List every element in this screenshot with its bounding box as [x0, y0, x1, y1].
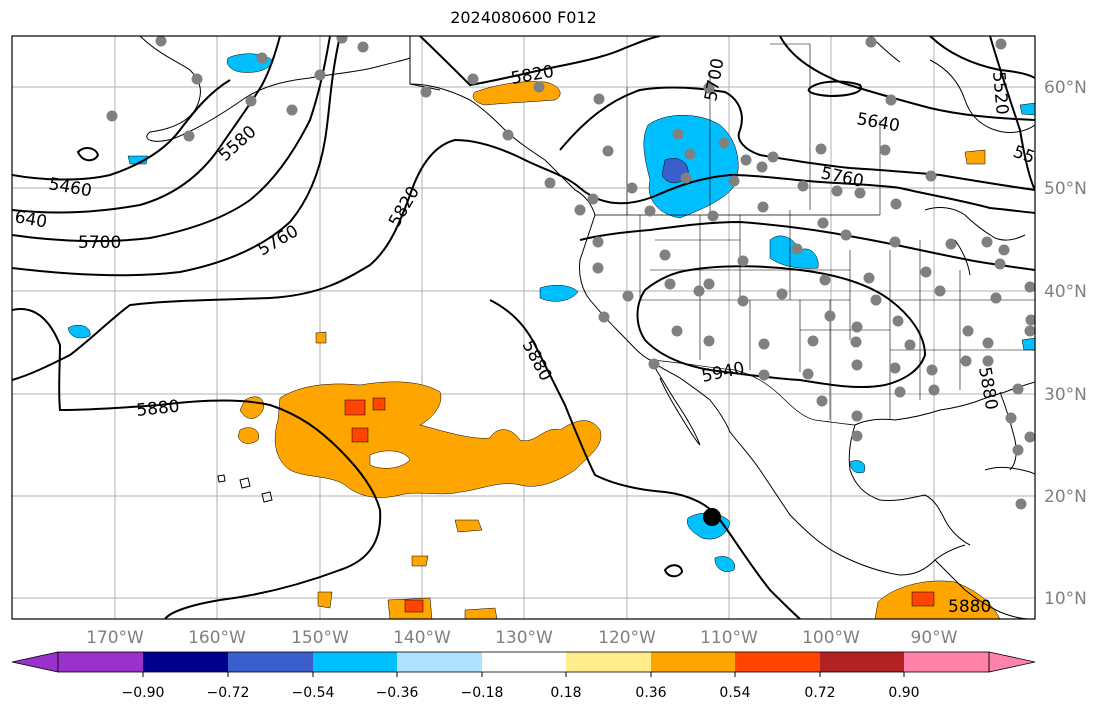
colorbar-segment — [397, 652, 482, 672]
orange-bit-3 — [315, 331, 327, 344]
storm-marker-icon — [703, 508, 721, 526]
colorbar-tick-label: 0.36 — [635, 685, 666, 701]
colorbar-segment — [904, 652, 989, 672]
colorbar-segment — [820, 652, 904, 672]
blue-bit-8 — [1019, 102, 1035, 116]
station-markers — [106, 36, 1035, 510]
lon-label: 90°W — [911, 628, 958, 648]
lon-label: 120°W — [598, 628, 656, 648]
colorbar-tick-label: −0.54 — [292, 685, 335, 701]
colorbar-segment — [228, 652, 313, 672]
orange-bit-8 — [411, 555, 429, 567]
map-panel: 5460 640 5580 5700 5760 5820 5820 5700 5… — [12, 36, 1035, 619]
colorbar-tick-label: 0.18 — [550, 685, 581, 701]
colorbar-tick-label: −0.18 — [461, 685, 504, 701]
orange-blob-south — [874, 580, 1001, 619]
red-patch-5 — [911, 591, 935, 607]
colorbar-segment — [58, 652, 143, 672]
colorbar-extend-low — [11, 651, 59, 673]
lon-label: 160°W — [188, 628, 246, 648]
lon-label: 150°W — [291, 628, 349, 648]
colorbar-segment — [313, 652, 397, 672]
contour-label: 5520 — [988, 71, 1012, 116]
blue-bit-6 — [714, 556, 735, 572]
map-title: 2024080600 F012 — [450, 8, 597, 27]
orange-bit-6 — [464, 607, 498, 619]
colorbar-segment — [482, 652, 566, 672]
blue-bit-california — [539, 284, 579, 302]
orange-bit-4 — [454, 519, 483, 533]
lon-label: 130°W — [495, 628, 553, 648]
lat-label: 20°N — [1044, 487, 1087, 507]
white-hole — [369, 450, 411, 469]
lat-label: 50°N — [1044, 179, 1087, 199]
graticule — [12, 36, 1035, 619]
blue-blob-canada — [643, 115, 739, 219]
colorbar-segment — [143, 652, 228, 672]
lon-label: 140°W — [393, 628, 451, 648]
latitude-labels: 60°N 50°N 40°N 30°N 20°N 10°N — [1044, 78, 1087, 609]
blue-bit-4 — [67, 325, 91, 339]
lon-label: 100°W — [802, 628, 860, 648]
map-frame — [11, 35, 1036, 620]
longitude-labels: 170°W 160°W 150°W 140°W 130°W 120°W 110°… — [86, 628, 958, 648]
lon-label: 110°W — [700, 628, 758, 648]
blue-bit-2 — [127, 155, 149, 165]
red-patch-2 — [372, 397, 386, 411]
lon-label: 170°W — [86, 628, 144, 648]
lat-label: 10°N — [1044, 589, 1087, 609]
contour-label: 5700 — [78, 233, 121, 253]
colorbar-extend-high — [988, 651, 1036, 673]
orange-bit-2 — [237, 427, 260, 444]
contour-label: 5880 — [948, 597, 991, 617]
colorbar-tick-label: −0.72 — [207, 685, 250, 701]
colorbar-segment — [735, 652, 820, 672]
orange-bit-7 — [317, 591, 333, 609]
red-patch-3 — [351, 427, 369, 443]
lat-label: 40°N — [1044, 282, 1087, 302]
lat-label: 60°N — [1044, 78, 1087, 98]
blue-bit-gulf — [849, 460, 866, 474]
colorbar-segment — [566, 652, 651, 672]
lat-label: 30°N — [1044, 385, 1087, 405]
colorbar-outline — [57, 651, 990, 673]
colorbar-segment — [651, 652, 735, 672]
blue-bit-9 — [1021, 337, 1035, 351]
colorbar-tick-label: 0.90 — [888, 685, 919, 701]
colorbar-tick-label: −0.90 — [122, 685, 165, 701]
colorbar-tick-label: 0.54 — [719, 685, 750, 701]
contour-label: 5880 — [135, 397, 180, 421]
red-patch-1 — [344, 399, 366, 416]
coastlines — [139, 36, 1035, 619]
colorbar-tick-label: −0.36 — [376, 685, 419, 701]
colorbar: −0.90 −0.72 −0.54 −0.36 −0.18 0.18 0.36 … — [11, 651, 1036, 701]
colorbar-tick-label: 0.72 — [804, 685, 835, 701]
height-contours — [12, 36, 1035, 619]
orange-bit-hudson — [964, 149, 986, 165]
red-patch-4 — [404, 599, 424, 613]
